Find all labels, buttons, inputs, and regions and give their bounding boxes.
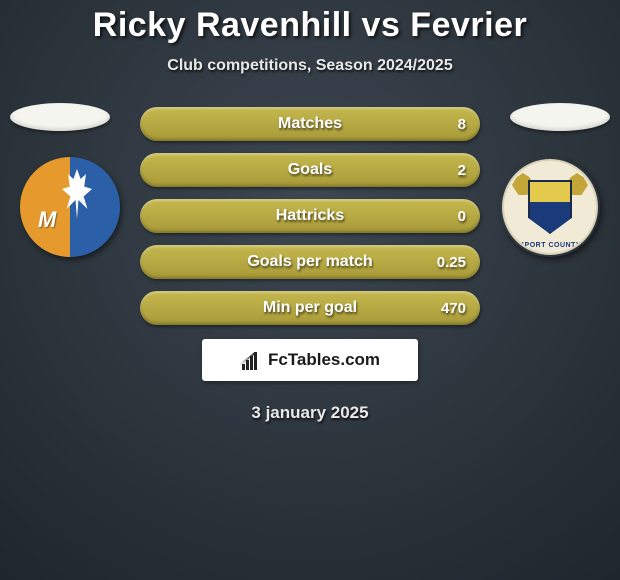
page-title: Ricky Ravenhill vs Fevrier [0, 6, 620, 45]
stat-row: Hattricks 0 [140, 199, 480, 233]
stat-value: 470 [441, 291, 466, 325]
player-left-disc [10, 103, 110, 131]
stat-label: Goals [140, 153, 480, 187]
crest-left-letter: M [38, 207, 56, 233]
club-crest-right: KPORT COUNTY [500, 157, 600, 257]
stat-label: Goals per match [140, 245, 480, 279]
comparison-card: Ricky Ravenhill vs Fevrier Club competit… [0, 0, 620, 580]
player-right-disc [510, 103, 610, 131]
season-subtitle: Club competitions, Season 2024/2025 [0, 57, 620, 75]
stats-section: M KPORT COUNTY Matches 8 Goals 2 [0, 107, 620, 423]
stat-value: 0.25 [437, 245, 466, 279]
brand-badge: FcTables.com [202, 339, 418, 381]
brand-text: FcTables.com [268, 350, 380, 370]
club-crest-left: M [20, 157, 120, 257]
stat-label: Matches [140, 107, 480, 141]
stat-row: Goals 2 [140, 153, 480, 187]
stockport-crest-icon: KPORT COUNTY [502, 159, 598, 255]
stat-row: Min per goal 470 [140, 291, 480, 325]
fctables-logo-icon [240, 350, 262, 370]
stat-value: 8 [458, 107, 466, 141]
snapshot-date: 3 january 2025 [0, 403, 620, 423]
stat-bars: Matches 8 Goals 2 Hattricks 0 Goals per … [140, 107, 480, 325]
crest-right-text: KPORT COUNTY [504, 242, 596, 249]
stat-value: 0 [458, 199, 466, 233]
stat-row: Matches 8 [140, 107, 480, 141]
stat-label: Min per goal [140, 291, 480, 325]
stat-row: Goals per match 0.25 [140, 245, 480, 279]
mansfield-crest-icon: M [20, 157, 120, 257]
stat-value: 2 [458, 153, 466, 187]
stat-label: Hattricks [140, 199, 480, 233]
